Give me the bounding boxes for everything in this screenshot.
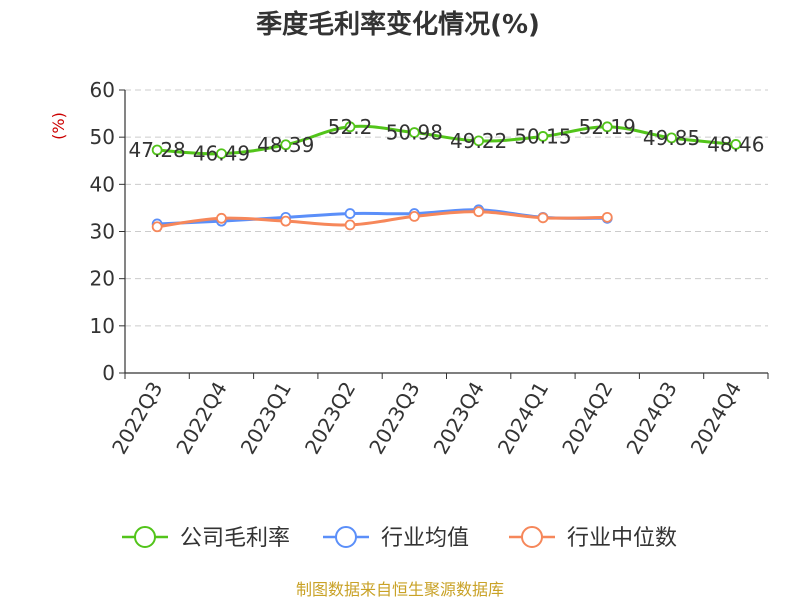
data-point [151,221,163,233]
data-point [666,132,677,144]
data-point [537,212,549,224]
y-tick-labels: 0 10 20 30 40 50 60 [90,78,115,385]
axes [119,89,769,379]
data-point [473,206,485,218]
data-point [473,135,485,147]
data-point [730,139,742,150]
legend-marker [335,526,357,548]
y-tick-label: 0 [102,361,115,385]
x-tick-label: 2022Q3 [107,378,167,459]
data-point [216,148,227,160]
legend-marker [134,526,156,548]
y-axis-unit-label: (%) [49,112,68,140]
data-label: 48.39 [257,133,314,157]
data-label: 50.98 [386,121,443,145]
data-point [601,121,613,133]
legend: 公司毛利率 行业均值 行业中位数 [122,526,677,551]
y-tick-label: 20 [90,267,115,291]
data-point [601,211,613,223]
x-tick-label: 2022Q4 [171,378,231,459]
x-tick-labels: 2022Q3 2022Q4 2023Q1 2023Q2 2023Q3 2023Q4 2024… [107,378,746,459]
data-point [151,144,163,156]
legend-marker [521,526,543,548]
data-label: 46.49 [193,142,250,166]
chart-title: 季度毛利率变化情况(%) [256,9,540,40]
series-line-2 [156,210,608,229]
data-point [280,139,292,151]
data-label: 47.28 [129,138,186,162]
data-label: 49.85 [643,126,700,150]
data-label: 50.15 [514,124,571,148]
data-point [408,211,420,222]
y-tick-label: 10 [90,314,115,338]
x-tick-label: 2024Q1 [493,378,553,459]
legend-label: 行业中位数 [567,526,677,551]
data-point [344,121,356,133]
x-tick-label: 2024Q2 [557,378,617,459]
y-tick-label: 40 [90,172,115,196]
data-point [537,131,549,142]
data-label: 52.19 [579,115,636,139]
data-point [408,127,420,138]
series-line-0 [157,124,737,156]
x-tick-label: 2023Q4 [429,378,489,459]
data-point [344,208,356,219]
x-tick-label: 2024Q3 [621,378,681,459]
data-labels: 47.28 46.49 48.39 52.2 50.98 49.22 50.15 52.19 4… [129,115,765,166]
y-tick-label: 30 [90,220,115,244]
data-label: 52.2 [328,115,373,139]
x-tick-label: 2023Q1 [236,378,296,459]
data-label: 48.46 [707,132,764,156]
data-point [344,219,356,231]
data-label: 49.22 [450,129,507,153]
x-tick-label: 2023Q2 [300,378,360,459]
legend-label: 行业均值 [381,526,469,551]
y-tick-label: 50 [90,125,115,149]
series-group [151,121,742,233]
x-tick-label: 2024Q4 [686,378,746,459]
source-note: 制图数据来自恒生聚源数据库 [296,580,504,599]
y-tick-label: 60 [90,78,115,102]
data-point [216,212,227,224]
data-point [280,215,292,227]
legend-label: 公司毛利率 [180,526,290,551]
x-tick-label: 2023Q3 [364,378,424,459]
